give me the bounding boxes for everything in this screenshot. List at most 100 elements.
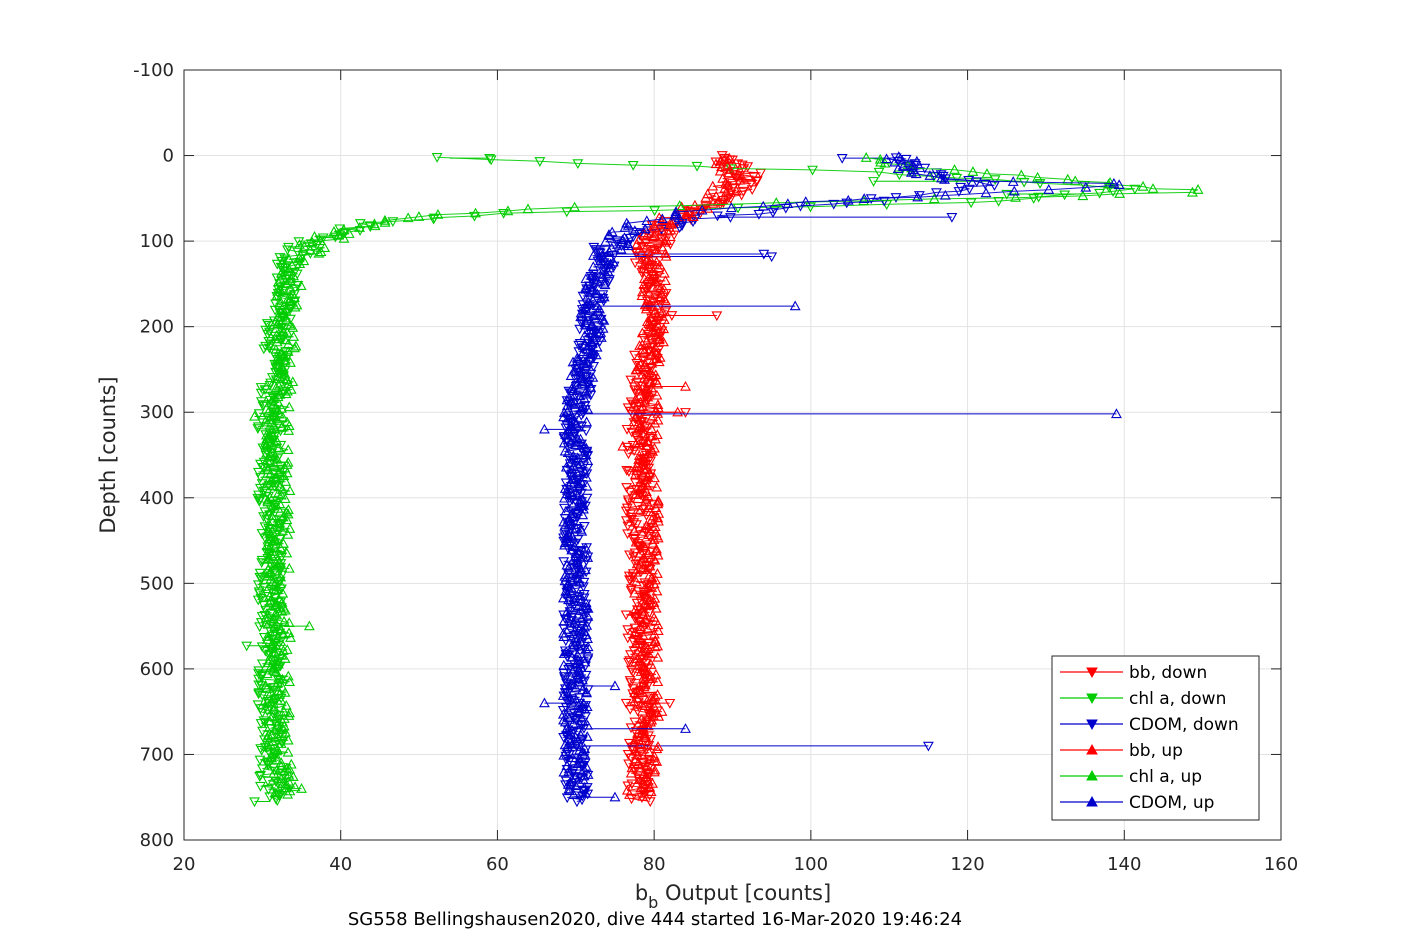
data-point xyxy=(635,597,647,607)
data-point xyxy=(730,185,742,195)
data-point xyxy=(757,200,769,211)
data-point xyxy=(643,271,655,282)
data-point xyxy=(651,756,663,766)
data-point xyxy=(596,271,608,282)
data-point xyxy=(571,459,583,470)
data-point xyxy=(881,153,892,164)
data-point xyxy=(268,702,280,713)
data-point xyxy=(874,153,886,164)
data-point xyxy=(298,255,310,266)
data-point xyxy=(635,738,647,749)
y-tick-label: 200 xyxy=(140,317,174,338)
data-point xyxy=(595,327,607,337)
data-point xyxy=(1111,408,1122,419)
data-point xyxy=(723,167,735,178)
data-point xyxy=(644,506,656,517)
legend-entry-bb-down: bb, down xyxy=(1060,663,1207,683)
data-point xyxy=(639,779,651,789)
legend-label: bb, up xyxy=(1129,741,1183,761)
data-point xyxy=(580,471,592,482)
data-point xyxy=(580,281,592,292)
data-point xyxy=(625,678,637,689)
data-point xyxy=(558,659,570,670)
data-point xyxy=(563,594,574,605)
data-point xyxy=(328,225,340,236)
data-point xyxy=(1192,184,1204,194)
x-tick-label: 20 xyxy=(173,854,196,875)
data-point xyxy=(807,165,818,176)
data-point xyxy=(680,723,691,733)
data-point xyxy=(953,187,965,197)
data-point xyxy=(283,562,295,573)
y-tick-label: 300 xyxy=(140,402,174,423)
data-point xyxy=(259,611,271,621)
x-tick-label: 40 xyxy=(329,854,352,875)
data-point xyxy=(557,690,569,700)
data-point xyxy=(567,450,579,461)
data-point xyxy=(649,755,661,766)
data-point xyxy=(951,173,963,184)
data-point xyxy=(965,198,977,209)
data-point xyxy=(279,355,291,365)
data-point xyxy=(261,668,273,679)
data-point xyxy=(581,358,593,369)
data-point xyxy=(252,424,264,435)
data-point xyxy=(561,741,573,751)
data-point xyxy=(905,166,917,177)
data-point xyxy=(257,401,269,412)
data-point xyxy=(625,650,636,661)
data-point xyxy=(282,346,294,356)
data-point xyxy=(571,418,583,429)
data-point xyxy=(273,442,285,452)
data-point xyxy=(573,478,585,489)
data-point xyxy=(280,476,292,486)
data-point xyxy=(271,336,283,347)
data-point xyxy=(722,179,734,189)
data-point xyxy=(502,205,514,216)
data-point xyxy=(279,653,291,663)
data-point xyxy=(590,349,602,360)
data-point xyxy=(276,722,288,733)
data-point xyxy=(470,207,481,218)
data-point xyxy=(641,600,652,610)
data-point xyxy=(629,614,641,625)
data-point xyxy=(539,423,550,434)
data-point xyxy=(621,483,633,493)
x-axis-label-rest: Output [counts] xyxy=(658,881,831,905)
data-point xyxy=(642,547,654,558)
data-point xyxy=(645,659,657,669)
data-point xyxy=(557,706,569,716)
data-point xyxy=(592,256,604,267)
data-point xyxy=(254,755,266,766)
data-point xyxy=(576,525,588,536)
data-point xyxy=(558,437,570,448)
data-point xyxy=(660,275,671,286)
data-point xyxy=(639,258,650,269)
data-point xyxy=(284,293,296,304)
data-point xyxy=(582,403,594,414)
data-point xyxy=(354,226,366,236)
data-point xyxy=(270,588,282,599)
data-point xyxy=(580,302,591,313)
data-point xyxy=(889,156,901,167)
data-point xyxy=(700,192,712,202)
data-point xyxy=(272,286,284,296)
data-point xyxy=(575,307,587,318)
data-point xyxy=(979,179,991,190)
data-point xyxy=(574,635,586,646)
data-point xyxy=(570,780,582,791)
data-point xyxy=(577,401,589,412)
data-point xyxy=(565,436,577,446)
data-point xyxy=(641,739,653,750)
data-point xyxy=(630,438,642,449)
data-point xyxy=(1010,192,1022,202)
data-point xyxy=(272,276,284,287)
data-point xyxy=(639,273,650,283)
data-point xyxy=(522,203,534,214)
data-point xyxy=(650,502,662,513)
data-point xyxy=(271,754,283,765)
data-point xyxy=(282,734,294,745)
data-point xyxy=(989,175,1001,186)
data-point xyxy=(649,554,661,565)
data-point xyxy=(641,298,653,308)
